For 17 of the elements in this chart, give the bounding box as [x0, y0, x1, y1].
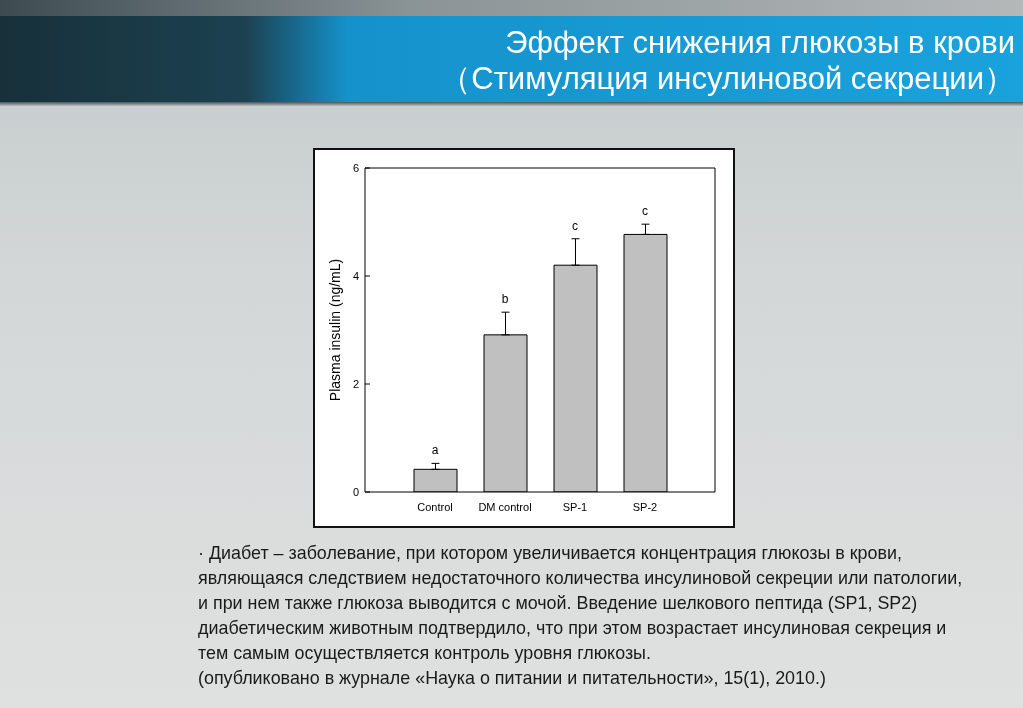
y-tick-label: 0 — [352, 485, 359, 498]
y-tick-label: 4 — [352, 269, 359, 282]
annotation: c — [642, 204, 648, 219]
x-tick-label: Control — [417, 500, 453, 513]
x-tick-label: SP-1 — [562, 500, 588, 513]
x-tick-label: DM control — [478, 500, 532, 513]
chart-title: Эффект снижения глюкозы в крови — [504, 25, 1015, 61]
text: (опубликовано в журнале «Наука о питании и питательности», 15(1), 2010.) — [198, 667, 827, 690]
annotation: a — [431, 443, 439, 458]
annotation: b — [501, 292, 509, 307]
y-tick-label: 2 — [352, 377, 359, 390]
x-tick-label: SP-2 — [632, 500, 658, 513]
y-tick-label: 6 — [352, 161, 359, 174]
y-axis-title: Plasma insulin (ng/mL) — [326, 258, 343, 402]
text: · Диабет – заболевание, при котором увеличивается концентрация глюкозы в крови, являющаяся следствием недостаточного количества инсулиновой секреции или патологии, и при нем также глюкоза выводится с мочой. Введение шелкового пептида (SP1, SP2) диабетическим животным подтвердило, что при этом возрастает инсулиновая секреция и тем самым осуществляется контроль уровня глюкозы. — [198, 542, 964, 665]
annotation: c — [572, 218, 578, 233]
chart-subtitle: （Стимуляция инсулиновой секреции） — [440, 61, 1015, 97]
